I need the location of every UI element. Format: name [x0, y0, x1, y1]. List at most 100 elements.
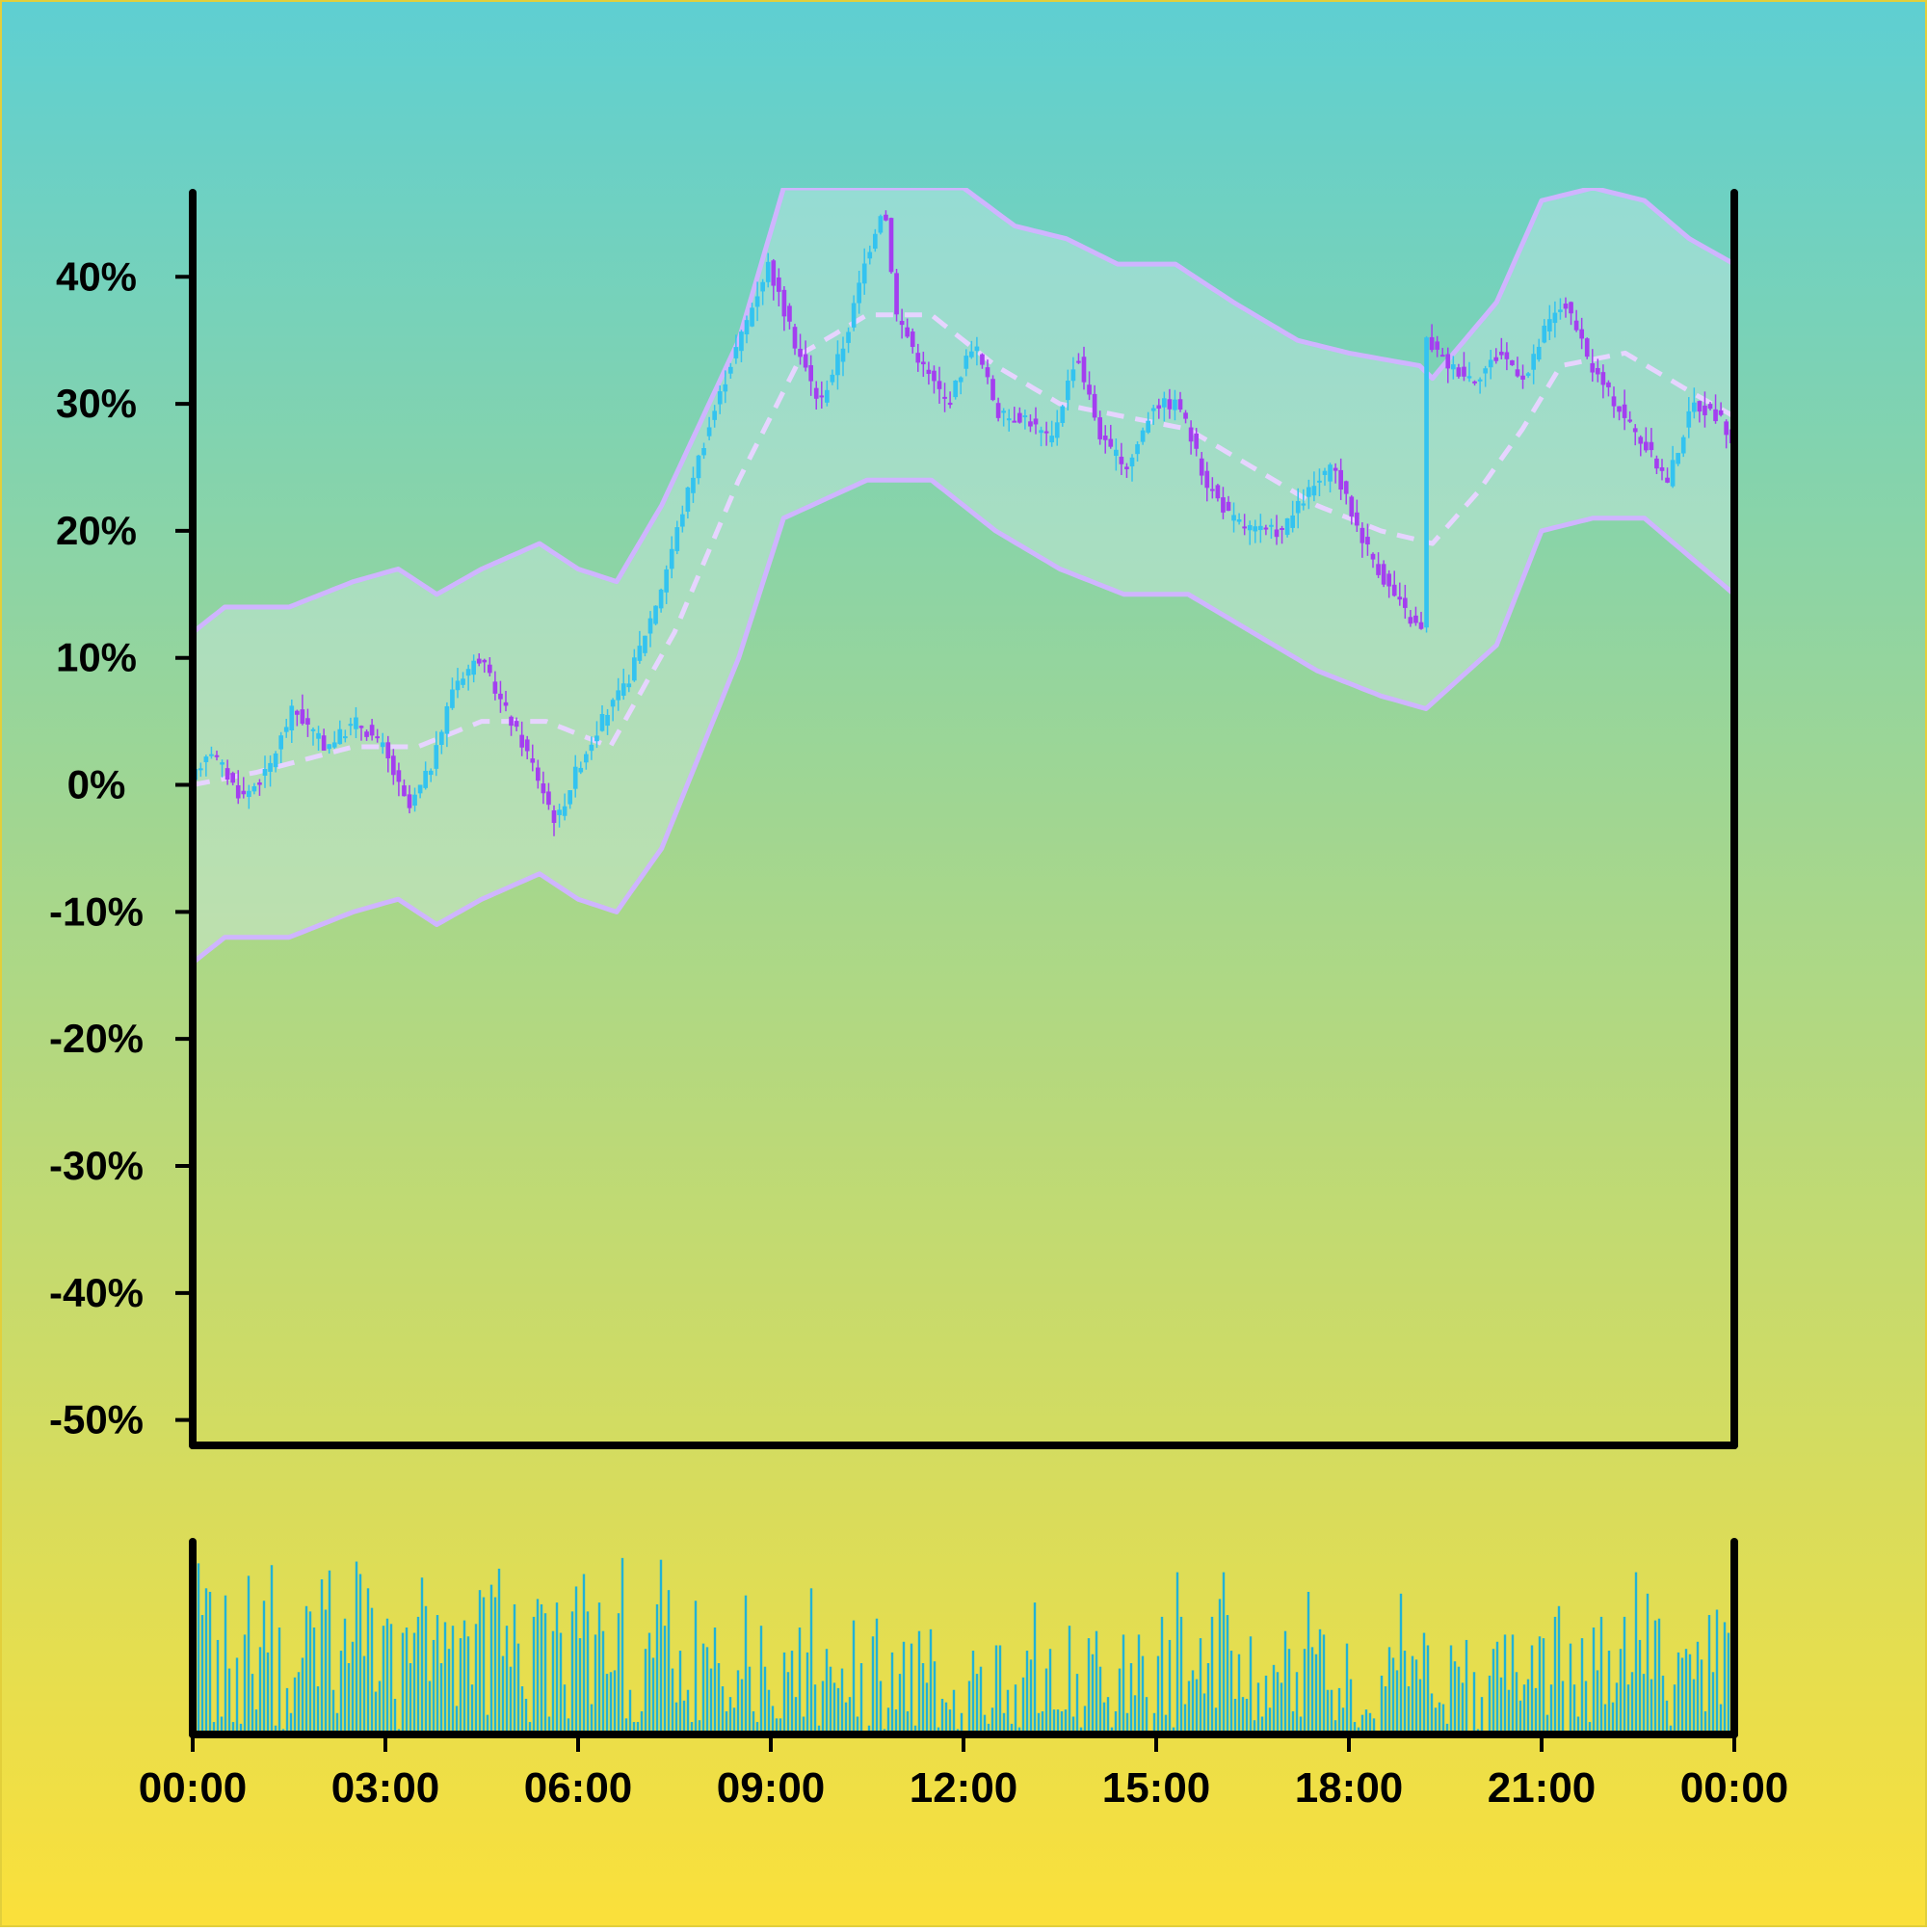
- volume-bar: [910, 1643, 913, 1734]
- candle-body: [1167, 399, 1173, 410]
- volume-bar: [1052, 1709, 1056, 1734]
- volume-bar: [805, 1652, 809, 1734]
- volume-bar: [1414, 1659, 1418, 1734]
- candle-body: [819, 395, 825, 398]
- volume-bar: [1596, 1670, 1599, 1734]
- volume-bar: [817, 1725, 821, 1734]
- volume-bar: [1391, 1657, 1395, 1734]
- candle-body: [1253, 526, 1258, 532]
- volume-bar: [1480, 1697, 1484, 1734]
- candle-body: [830, 374, 835, 383]
- volume-bar: [597, 1602, 601, 1734]
- volume-bar: [409, 1663, 412, 1734]
- candle-body: [310, 728, 316, 731]
- volume-bar: [1657, 1618, 1661, 1734]
- candle-body: [369, 725, 375, 736]
- candle-body: [1173, 399, 1177, 410]
- volume-bar: [867, 1725, 871, 1734]
- candle-body: [637, 646, 643, 661]
- candle-body: [1408, 617, 1413, 624]
- candle-body: [696, 455, 701, 479]
- volume-bar: [1326, 1689, 1330, 1734]
- volume-bar: [497, 1568, 501, 1734]
- volume-bar: [1160, 1616, 1164, 1734]
- candle-body: [1424, 337, 1429, 628]
- volume-bar: [382, 1626, 385, 1734]
- candle-body: [1596, 367, 1600, 375]
- volume-bar: [913, 1725, 917, 1734]
- candle-body: [995, 403, 1001, 418]
- volume-bar: [1673, 1684, 1676, 1734]
- volume-bar: [1572, 1684, 1576, 1734]
- candle-body: [1301, 503, 1307, 506]
- x-tick-label: 00:00: [139, 1764, 248, 1812]
- candle-body: [1713, 409, 1718, 422]
- volume-bar: [674, 1702, 678, 1734]
- y-tick-label: -50%: [49, 1397, 144, 1442]
- volume-bar: [740, 1679, 744, 1734]
- volume-bar: [1515, 1672, 1518, 1734]
- volume-bar: [605, 1674, 609, 1734]
- volume-bar: [844, 1702, 848, 1734]
- candlestick-series: [193, 210, 1734, 836]
- volume-bar: [1399, 1593, 1403, 1734]
- candle-body: [1488, 359, 1493, 368]
- volume-bar: [366, 1588, 370, 1734]
- candle-body: [584, 754, 589, 763]
- volume-bar: [1137, 1634, 1141, 1734]
- volume-bar: [462, 1620, 466, 1734]
- volume-bar: [929, 1628, 933, 1734]
- volume-bar: [1503, 1634, 1507, 1734]
- volume-bar: [755, 1722, 759, 1734]
- candle-body: [391, 755, 396, 776]
- volume-bar: [1607, 1651, 1611, 1734]
- volume-bar: [459, 1638, 462, 1734]
- candle-body: [894, 273, 899, 315]
- volume-bar: [493, 1597, 497, 1734]
- volume-bar: [424, 1605, 428, 1734]
- volume-bar: [1553, 1616, 1557, 1734]
- volume-bar: [1680, 1657, 1684, 1734]
- volume-bar: [1611, 1702, 1615, 1734]
- volume-bar: [1037, 1712, 1041, 1734]
- volume-bar: [624, 1718, 628, 1734]
- volume-bar: [351, 1641, 355, 1734]
- volume-bar: [1183, 1704, 1187, 1734]
- y-axis-ticks: 40% 30% 20% 10% 0% -10% -20% -30% -40% -50%: [49, 253, 193, 1442]
- volume-bar: [320, 1579, 324, 1734]
- volume-bar: [1364, 1709, 1368, 1734]
- volume-bar: [794, 1697, 798, 1734]
- volume-bar: [1210, 1616, 1214, 1734]
- volume-bar: [405, 1628, 409, 1734]
- volume-bar: [1071, 1716, 1075, 1734]
- volume-bar: [1064, 1709, 1068, 1734]
- volume-bar: [759, 1626, 763, 1734]
- volume-bar: [829, 1666, 832, 1734]
- bollinger-band-fill: [193, 188, 1734, 964]
- candle-body: [1039, 430, 1043, 434]
- volume-bar: [1025, 1651, 1029, 1734]
- candle-body: [1644, 441, 1649, 451]
- volume-bar: [331, 1689, 335, 1734]
- candle-body: [733, 347, 739, 358]
- candle-body: [781, 289, 787, 317]
- volume-bar: [374, 1691, 378, 1734]
- candle-body: [428, 770, 434, 776]
- volume-bar: [1307, 1592, 1310, 1734]
- y-tick-label: 40%: [56, 253, 137, 299]
- volume-bar: [825, 1649, 829, 1734]
- volume-bar: [1014, 1684, 1017, 1734]
- volume-bar: [1457, 1666, 1461, 1734]
- volume-bar: [1368, 1712, 1372, 1734]
- candle-body: [1386, 573, 1391, 587]
- candle-body: [1311, 486, 1317, 496]
- volume-bar: [574, 1586, 578, 1734]
- volume-bar: [987, 1723, 990, 1734]
- candle-body: [846, 331, 851, 343]
- volume-bar: [1175, 1572, 1179, 1734]
- volume-bar: [1122, 1634, 1125, 1734]
- candle-body: [905, 327, 910, 337]
- volume-bar: [1349, 1679, 1353, 1734]
- candle-body: [300, 709, 305, 725]
